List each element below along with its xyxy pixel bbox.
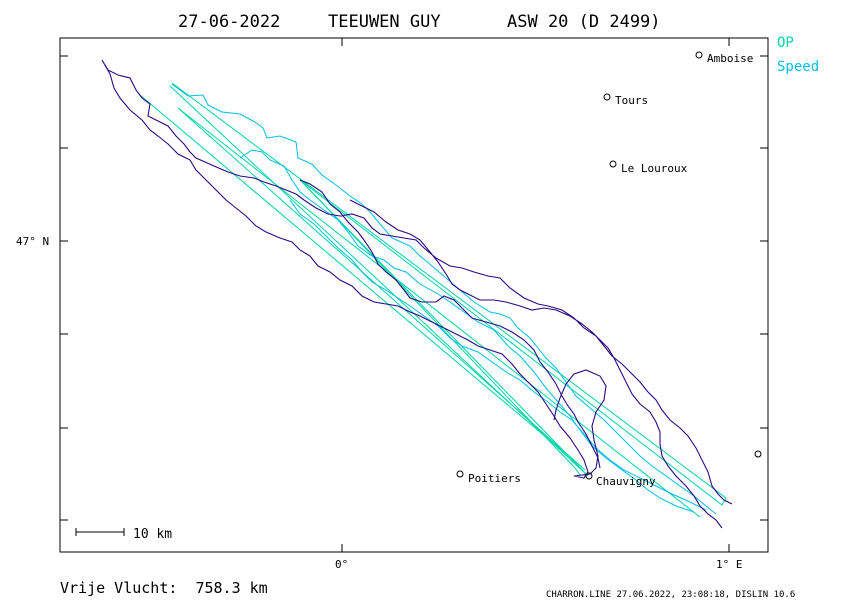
header-glider: ASW 20 (D 2499) — [507, 12, 661, 32]
poitiers-marker — [456, 470, 464, 478]
tours-marker — [603, 93, 611, 101]
header-pilot: TEEUWEN GUY — [328, 12, 441, 32]
op-leg — [169, 82, 727, 506]
place-amboise: Amboise — [707, 52, 753, 65]
scale-bar — [75, 528, 125, 536]
place-le-louroux: Le Louroux — [621, 162, 688, 175]
legend-op: OP — [777, 35, 794, 51]
longitude-label-1: 1° E — [716, 558, 743, 571]
place-markers — [456, 51, 762, 480]
amboise-marker — [695, 51, 703, 59]
longitude-label-0: 0° — [335, 558, 348, 571]
op-leg — [139, 94, 701, 518]
axis-ticks — [60, 38, 768, 552]
scale-bar-label: 10 km — [133, 527, 172, 542]
legend-speed: Speed — [777, 59, 819, 75]
header-date: 27-06-2022 — [178, 12, 280, 32]
speed-track — [171, 83, 717, 515]
le-louroux-marker — [609, 160, 617, 168]
place-chauvigny: Chauvigny — [596, 475, 656, 488]
op-legs — [139, 82, 727, 518]
place-poitiers: Poitiers — [468, 472, 521, 485]
free-flight-distance: Vrije Vlucht: 758.3 km — [60, 579, 268, 597]
chauvigny-marker — [585, 472, 593, 480]
place-tours: Tours — [615, 94, 648, 107]
footer-credit: CHARRON.LINE 27.06.2022, 23:08:18, DISLI… — [546, 590, 795, 600]
latitude-label: 47° N — [16, 235, 49, 248]
map-frame — [59, 37, 769, 553]
flight-track — [101, 59, 733, 529]
edge-place-marker — [754, 450, 762, 458]
